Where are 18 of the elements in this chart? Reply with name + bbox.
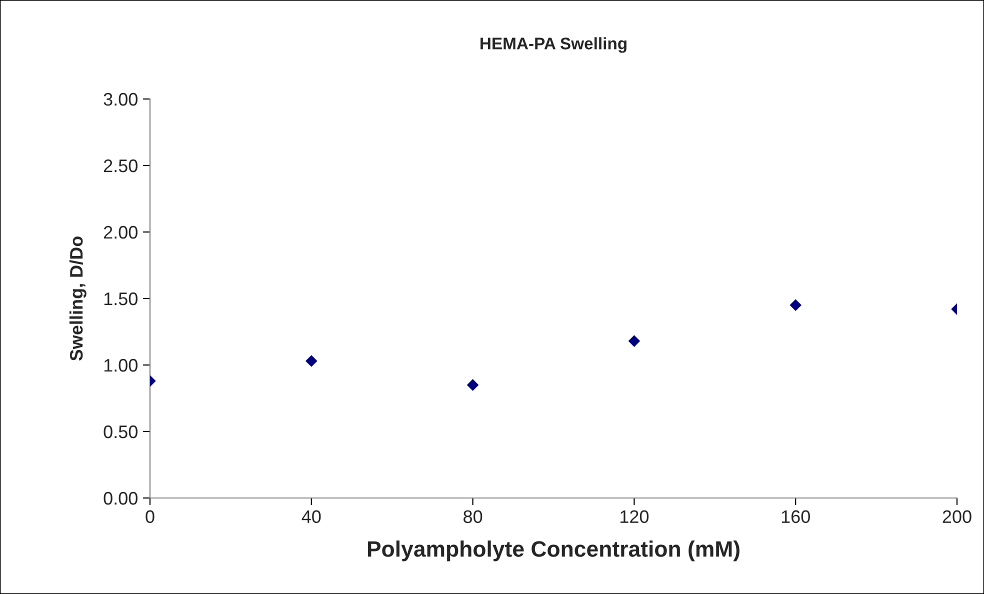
point xyxy=(466,379,479,391)
y-tick-label: 3.00 xyxy=(104,92,138,106)
x-tick-label: 0 xyxy=(146,510,154,524)
y-axis-title: Swelling, D/Do xyxy=(69,236,86,361)
chart-title: HEMA-PA Swelling xyxy=(480,37,626,53)
x-tick-label: 160 xyxy=(782,510,810,524)
x-tick-label: 40 xyxy=(302,510,321,524)
point xyxy=(628,335,640,347)
y-tick-label: 0.00 xyxy=(104,492,138,505)
y-tick-label: 1.50 xyxy=(104,292,138,306)
y-tick-label: 2.50 xyxy=(104,159,138,172)
y-tick-label: 2.00 xyxy=(104,226,138,239)
x-tick-label: 80 xyxy=(464,510,482,524)
y-tick-label: 0.50 xyxy=(104,425,138,438)
x-axis-title: Polyampholyte Concentration (mM) xyxy=(368,540,740,562)
y-tick-label: 1.00 xyxy=(104,358,138,372)
x-tick-label: 200 xyxy=(942,510,972,524)
x-tick-label: 120 xyxy=(620,510,649,524)
